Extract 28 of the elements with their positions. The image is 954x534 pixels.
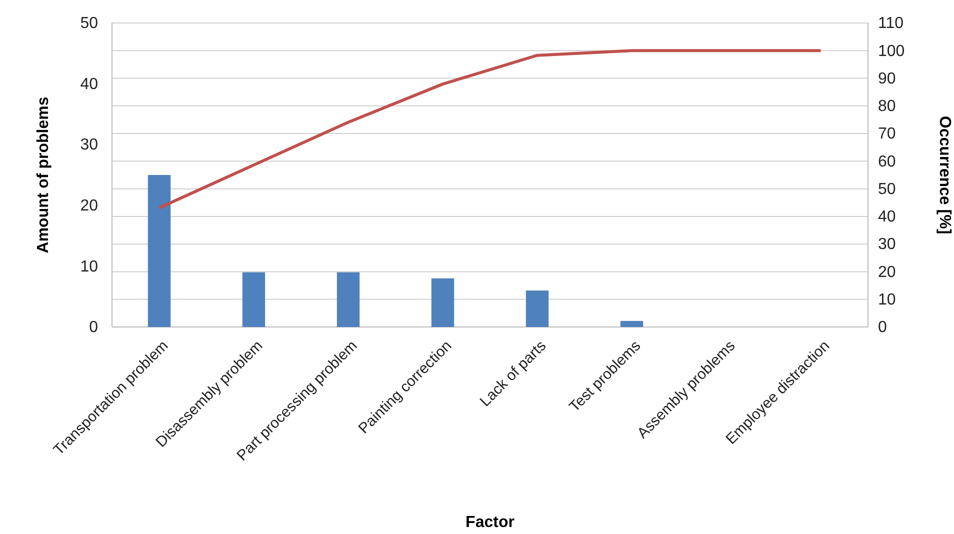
y2-tick-label: 50 — [878, 180, 896, 198]
line-series — [158, 49, 822, 210]
bar — [242, 272, 266, 327]
y2-axis-title: Occurrence [%] — [936, 116, 953, 234]
x-axis-title: Factor — [466, 514, 514, 531]
y2-tick-label: 30 — [878, 236, 896, 254]
y2-tick-label: 100 — [878, 42, 905, 60]
y-tick-label: 10 — [80, 258, 98, 276]
y2-tick-label: 80 — [878, 98, 896, 116]
y2-tick-label: 70 — [878, 126, 896, 143]
y-tick-label: 20 — [80, 198, 98, 215]
bar — [431, 278, 454, 327]
bar — [526, 290, 549, 327]
y2-tick-label: 10 — [878, 291, 896, 308]
y2-tick-label: 60 — [878, 153, 896, 170]
bar — [336, 272, 360, 327]
y-tick-label: 50 — [80, 15, 98, 32]
y2-tick-label: 20 — [878, 264, 896, 281]
y-tick-label: 40 — [80, 76, 98, 93]
bar — [148, 175, 171, 327]
bar — [620, 320, 644, 327]
y2-tick-label: 40 — [878, 208, 896, 226]
y2-tick-label: 110 — [878, 15, 904, 32]
y-tick-label: 30 — [80, 136, 98, 154]
y2-tick-label: 0 — [878, 319, 887, 336]
y-tick-label: 0 — [89, 319, 98, 336]
y2-tick-label: 90 — [878, 70, 896, 88]
y-axis-title: Amount of problems — [35, 96, 52, 254]
